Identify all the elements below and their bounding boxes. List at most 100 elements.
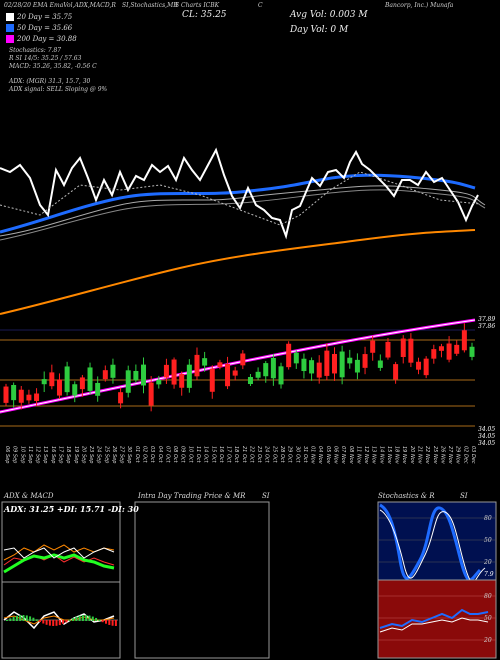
rsi-panel (377, 579, 497, 659)
x-tick-label: 10 Oct (187, 446, 193, 464)
price-axis-label-2: 37.86 (478, 323, 496, 330)
adx-value: ADX: (MGR) 31.3, 15.7, 30 (9, 78, 91, 85)
x-tick-label: 24 Oct (264, 446, 270, 464)
legend-label-50day: 50 Day = 35.66 (17, 24, 73, 32)
candles-group (3, 323, 475, 412)
x-tick-label: 19 Nov (401, 446, 407, 465)
candle-48 (370, 340, 376, 353)
macd-bar (85, 615, 88, 621)
x-tick-label: 13 Nov (371, 446, 377, 465)
rsi-axis-50: 50 (484, 615, 492, 622)
candle-32 (247, 376, 253, 384)
ma-50-line (0, 173, 476, 234)
legend-item-50day: 50 Day = 35.66 (6, 24, 72, 32)
x-tick-label: 17 Sep (57, 446, 63, 463)
candle-47 (362, 354, 368, 368)
x-tick-label: 25 Sep (103, 446, 109, 463)
ma-20-upper-line (0, 185, 486, 237)
candle-12 (95, 382, 101, 396)
x-axis-labels: 06 Sep 09 Sep 10 Sep 11 Sep 12 Sep 13 Sep 16 S… (4, 446, 476, 465)
macd-bar (72, 618, 74, 621)
x-tick-label: 18 Sep (65, 446, 71, 463)
x-tick-label: 14 Nov (378, 446, 384, 465)
candle-6 (49, 372, 55, 387)
x-tick-label: 16 Oct (218, 446, 224, 464)
candle-58 (446, 343, 452, 360)
candle-35 (270, 358, 276, 379)
candle-7 (56, 379, 62, 396)
candle-20 (156, 379, 162, 385)
macd-bar (114, 620, 117, 626)
macd-bar (29, 616, 32, 621)
candle-55 (423, 358, 429, 376)
candle-2 (18, 389, 24, 403)
candle-54 (416, 361, 422, 370)
x-tick-label: 07 Nov (340, 446, 346, 465)
rsi-axis-20: 20 (484, 637, 492, 644)
x-tick-label: 13 Sep (42, 446, 48, 463)
x-tick-label: 03 Oct (149, 446, 155, 464)
avg-volume-label: Avg Vol: 0.003 M (290, 10, 368, 20)
price-line (0, 147, 479, 240)
candle-14 (110, 364, 116, 378)
x-tick-label: 21 Nov (417, 446, 423, 465)
candle-46 (354, 359, 360, 373)
x-tick-label: 10 Sep (19, 446, 25, 463)
x-tick-label: 24 Sep (96, 446, 102, 463)
macd-bar (81, 615, 84, 621)
candle-29 (225, 363, 231, 387)
candle-23 (179, 374, 185, 388)
header-code: C (258, 2, 263, 9)
candle-41 (316, 362, 322, 378)
candle-0 (3, 386, 9, 403)
macd-bar (68, 619, 71, 621)
candle-11 (87, 367, 93, 391)
x-tick-label: 12 Sep (35, 446, 41, 463)
macd-bar (39, 620, 41, 622)
x-tick-label: 05 Nov (325, 446, 331, 465)
price-axis-label-1: 37.89 (478, 316, 496, 323)
x-tick-label: 11 Oct (195, 446, 201, 464)
candle-38 (293, 352, 299, 364)
candle-17 (133, 370, 139, 381)
candle-22 (171, 359, 177, 385)
macd-bar (42, 620, 45, 624)
header-indicators: SI,Stochastics,MR (122, 2, 178, 9)
x-tick-label: 23 Oct (256, 446, 262, 464)
macd-bar (65, 620, 68, 623)
macd-bar (58, 620, 61, 626)
rsi-white-line (379, 617, 489, 633)
macd-value: MACD: 35.26, 35.82, -0.56 C (9, 63, 97, 70)
x-tick-label: 30 Oct (294, 446, 300, 464)
price-axis-label-4: 34.05 (478, 433, 496, 440)
candle-28 (217, 362, 223, 368)
legend-swatch-20day (6, 13, 14, 21)
x-tick-label: 18 Oct (233, 446, 239, 464)
x-tick-label: 11 Nov (355, 446, 361, 465)
candle-56 (431, 349, 437, 359)
price-dotted-line (0, 171, 481, 226)
stoch-axis-50: 50 (484, 537, 492, 544)
macd-bar (48, 620, 51, 626)
x-tick-label: 22 Oct (248, 446, 254, 464)
stoch-k-line (379, 503, 482, 582)
stoch-low-label: 7.9 (484, 571, 494, 578)
macd-bar (6, 620, 8, 621)
macd-histogram (6, 615, 117, 626)
x-tick-label: 01 Oct (134, 446, 140, 464)
candle-16 (125, 370, 131, 393)
stoch-axis-20: 20 (484, 559, 492, 566)
candle-61 (469, 346, 475, 357)
candle-4 (34, 393, 40, 401)
candle-13 (102, 370, 108, 380)
header-company: Bancorp, Inc.) Munafa (385, 2, 454, 9)
stoch-axis-80: 80 (484, 515, 492, 522)
legend-label-20day: 20 Day = 35.75 (17, 13, 73, 21)
x-tick-label: 25 Oct (271, 446, 277, 464)
x-tick-label: 04 Oct (157, 446, 163, 464)
legend-label-200day: 200 Day = 30.88 (17, 35, 77, 43)
candle-9 (72, 384, 78, 396)
macd-bar (98, 619, 101, 621)
intraday-title: Intra Day Trading Price & MR (138, 492, 246, 500)
